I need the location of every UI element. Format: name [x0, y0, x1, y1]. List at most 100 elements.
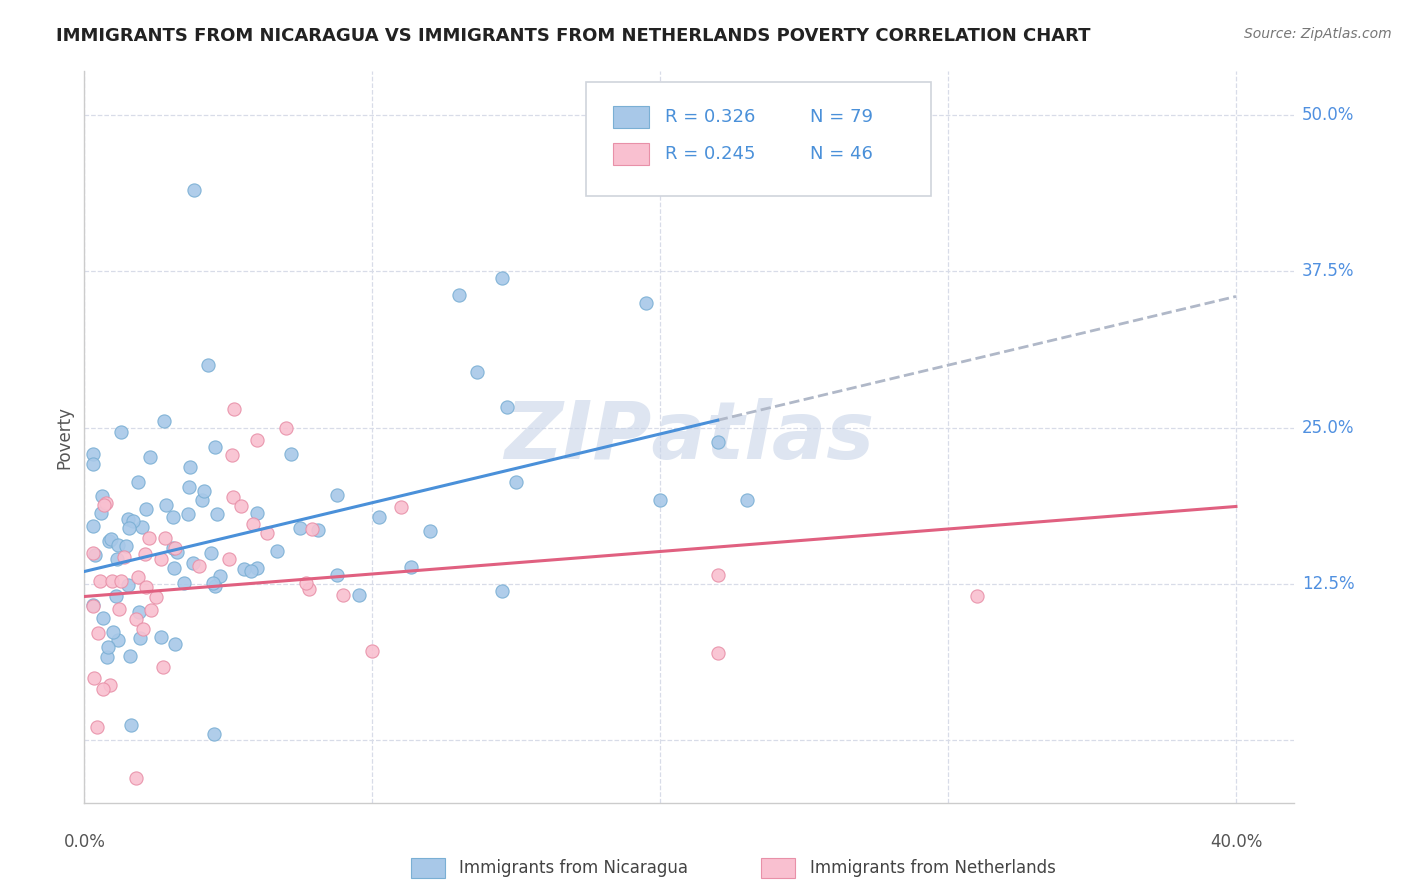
Point: [231, 499, 253, 513]
Point: [120, 718, 142, 732]
Point: [110, 425, 132, 439]
Point: [162, 509, 184, 524]
Point: [232, 562, 254, 576]
Point: [183, 183, 205, 197]
Point: [332, 588, 354, 602]
Point: [93, 498, 115, 512]
Point: [110, 574, 132, 589]
Point: [246, 434, 269, 448]
Point: [129, 631, 152, 645]
Point: [139, 602, 162, 616]
Point: [307, 523, 329, 537]
Point: [190, 493, 212, 508]
Text: 0.0%: 0.0%: [63, 833, 105, 851]
Point: [162, 541, 184, 555]
Text: IMMIGRANTS FROM NICARAGUA VS IMMIGRANTS FROM NETHERLANDS POVERTY CORRELATION CHA: IMMIGRANTS FROM NICARAGUA VS IMMIGRANTS …: [56, 27, 1091, 45]
Point: [491, 583, 513, 598]
Point: [706, 567, 728, 582]
Text: R = 0.245: R = 0.245: [665, 145, 755, 163]
Point: [150, 630, 173, 644]
Point: [114, 550, 136, 565]
Point: [966, 590, 988, 604]
Point: [505, 475, 527, 489]
Point: [208, 568, 231, 582]
Point: [115, 540, 138, 554]
Point: [294, 575, 316, 590]
Point: [153, 531, 176, 545]
Text: 40.0%: 40.0%: [1209, 833, 1263, 851]
Point: [361, 644, 384, 658]
Text: N = 79: N = 79: [810, 109, 873, 127]
Point: [246, 561, 269, 575]
Point: [91, 611, 114, 625]
Point: [91, 681, 114, 696]
Point: [181, 556, 204, 570]
Point: [117, 512, 139, 526]
Point: [125, 612, 148, 626]
Point: [108, 602, 131, 616]
Point: [135, 502, 157, 516]
Point: [204, 579, 226, 593]
Text: 50.0%: 50.0%: [1302, 106, 1354, 124]
Point: [221, 448, 243, 462]
Point: [280, 447, 302, 461]
Text: Source: ZipAtlas.com: Source: ZipAtlas.com: [1244, 27, 1392, 41]
Text: ZIP​atlas: ZIP​atlas: [503, 398, 875, 476]
Point: [200, 546, 222, 560]
Point: [90, 506, 112, 520]
Point: [125, 771, 148, 785]
Point: [163, 561, 186, 575]
Point: [368, 510, 391, 524]
Point: [447, 288, 470, 302]
Point: [165, 541, 187, 555]
Point: [465, 366, 488, 380]
Point: [117, 578, 139, 592]
Point: [298, 582, 321, 596]
Point: [177, 480, 200, 494]
Point: [202, 727, 225, 741]
Point: [399, 559, 422, 574]
Point: [326, 568, 349, 582]
Point: [150, 552, 173, 566]
Point: [326, 488, 349, 502]
FancyBboxPatch shape: [613, 143, 650, 165]
Point: [242, 517, 264, 532]
Point: [152, 660, 174, 674]
Point: [107, 632, 129, 647]
Point: [187, 559, 209, 574]
Point: [134, 547, 156, 561]
Y-axis label: Poverty: Poverty: [55, 406, 73, 468]
Point: [90, 489, 112, 503]
Point: [101, 574, 124, 588]
Point: [256, 525, 278, 540]
Text: 12.5%: 12.5%: [1302, 575, 1354, 593]
Text: Immigrants from Nicaragua: Immigrants from Nicaragua: [460, 859, 688, 877]
Point: [389, 500, 412, 514]
Point: [491, 270, 513, 285]
Point: [419, 524, 441, 538]
FancyBboxPatch shape: [762, 858, 796, 878]
Point: [89, 574, 111, 588]
Text: 37.5%: 37.5%: [1302, 262, 1354, 280]
Point: [86, 626, 108, 640]
Point: [131, 519, 153, 533]
Point: [104, 589, 127, 603]
Point: [135, 580, 157, 594]
Point: [82, 546, 104, 560]
Point: [177, 507, 200, 521]
Point: [127, 570, 149, 584]
Point: [103, 625, 125, 640]
Point: [97, 534, 120, 549]
Point: [205, 507, 228, 521]
Point: [735, 492, 758, 507]
Point: [155, 499, 177, 513]
Point: [83, 548, 105, 562]
Point: [86, 720, 108, 734]
Point: [246, 506, 269, 520]
Point: [202, 575, 225, 590]
FancyBboxPatch shape: [586, 82, 931, 195]
Point: [634, 295, 657, 310]
Point: [218, 552, 240, 566]
Point: [288, 521, 311, 535]
Point: [197, 358, 219, 372]
